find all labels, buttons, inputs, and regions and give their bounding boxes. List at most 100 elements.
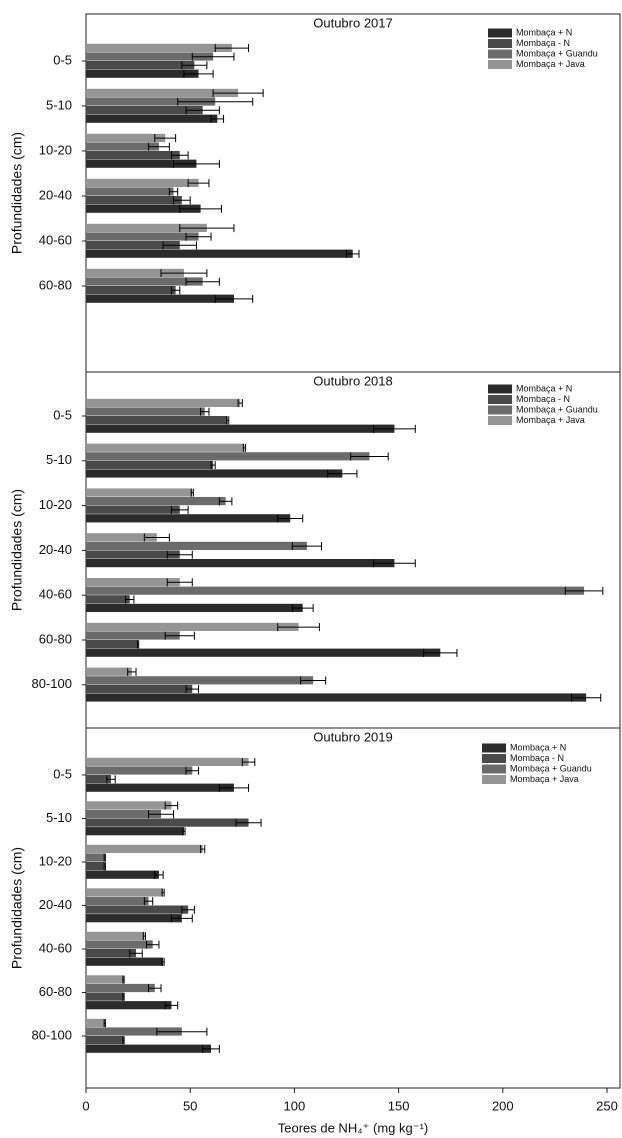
y-axis-label: Profundidades (cm) bbox=[9, 132, 25, 254]
legend-swatch bbox=[488, 60, 512, 69]
category-label: 20-40 bbox=[39, 897, 72, 912]
legend-label: Mombaça + Java bbox=[516, 415, 585, 425]
category-label: 40-60 bbox=[39, 232, 72, 247]
error-bar bbox=[145, 940, 160, 949]
legend-swatch bbox=[488, 384, 512, 394]
error-bar bbox=[103, 862, 106, 871]
legend-label: Mombaça + Guandu bbox=[516, 404, 598, 414]
error-bar bbox=[210, 461, 216, 470]
category-label: 5-10 bbox=[46, 97, 72, 112]
error-bar bbox=[191, 52, 235, 61]
x-tick-label: 250 bbox=[596, 1098, 618, 1113]
error-bar bbox=[170, 151, 189, 160]
bar bbox=[86, 940, 153, 949]
bar bbox=[86, 896, 149, 906]
bar bbox=[86, 159, 197, 168]
category-label: 10-20 bbox=[39, 142, 72, 157]
bar bbox=[86, 97, 216, 106]
bar bbox=[86, 541, 307, 550]
error-bar bbox=[161, 888, 165, 897]
x-tick-label: 100 bbox=[284, 1098, 306, 1113]
bar bbox=[86, 667, 132, 676]
legend-swatch bbox=[482, 764, 506, 774]
error-bar bbox=[185, 106, 220, 115]
bar bbox=[86, 52, 214, 61]
error-bar bbox=[423, 648, 458, 657]
bar bbox=[86, 757, 249, 766]
legend-label: Mombaça - N bbox=[516, 394, 570, 404]
bar bbox=[86, 870, 159, 879]
bar bbox=[86, 196, 182, 205]
category-label: 40-60 bbox=[39, 587, 72, 602]
category-label: 0-5 bbox=[53, 52, 72, 67]
bar bbox=[86, 178, 199, 187]
bar bbox=[86, 992, 124, 1001]
legend-label: Mombaça + Guandu bbox=[516, 48, 598, 58]
error-bar bbox=[170, 286, 181, 295]
bar bbox=[86, 114, 218, 123]
error-bar bbox=[183, 69, 214, 78]
error-bar bbox=[185, 766, 200, 775]
error-bar bbox=[241, 758, 256, 767]
panel-title: Outubro 2018 bbox=[313, 373, 393, 388]
error-bar bbox=[148, 984, 162, 993]
bar bbox=[86, 888, 164, 897]
bar bbox=[86, 983, 155, 993]
error-bar bbox=[564, 586, 604, 595]
bar bbox=[86, 631, 180, 640]
error-bar bbox=[327, 469, 358, 478]
bar bbox=[86, 905, 189, 914]
error-bar bbox=[143, 897, 154, 906]
error-bar bbox=[164, 801, 179, 810]
bar bbox=[86, 818, 249, 827]
category-label: 20-40 bbox=[39, 542, 72, 557]
legend-swatch bbox=[482, 754, 506, 763]
error-bar bbox=[185, 232, 212, 241]
bar bbox=[86, 223, 207, 232]
x-tick-label: 0 bbox=[82, 1098, 89, 1113]
bar bbox=[86, 488, 193, 497]
bar bbox=[86, 1027, 182, 1036]
error-bar bbox=[179, 204, 222, 213]
error-bar bbox=[214, 44, 250, 53]
legend-swatch bbox=[488, 416, 512, 425]
bar bbox=[86, 277, 203, 286]
category-label: 5-10 bbox=[46, 452, 72, 467]
category-label: 10-20 bbox=[39, 497, 72, 512]
error-bar bbox=[164, 1001, 179, 1010]
bar bbox=[86, 407, 205, 416]
legend-swatch bbox=[488, 395, 512, 404]
bar bbox=[86, 957, 164, 966]
error-bar bbox=[181, 61, 208, 70]
error-bar bbox=[226, 416, 230, 425]
bar bbox=[86, 676, 314, 685]
error-bar bbox=[166, 578, 193, 587]
bar bbox=[86, 187, 174, 196]
error-bar bbox=[122, 975, 125, 984]
error-bar bbox=[164, 631, 195, 640]
error-bar bbox=[300, 676, 327, 685]
bar bbox=[86, 693, 587, 702]
error-bar bbox=[177, 97, 254, 106]
legend-swatch bbox=[488, 49, 512, 59]
bar bbox=[86, 827, 184, 836]
bar bbox=[86, 497, 226, 506]
bar bbox=[86, 142, 159, 151]
x-tick-label: 200 bbox=[492, 1098, 514, 1113]
bar bbox=[86, 578, 180, 587]
bar bbox=[86, 460, 214, 469]
error-bar bbox=[142, 932, 146, 941]
bar bbox=[86, 249, 353, 258]
category-label: 60-80 bbox=[39, 984, 72, 999]
error-bar bbox=[160, 269, 208, 278]
error-bar bbox=[200, 407, 210, 416]
category-label: 80-100 bbox=[32, 676, 72, 691]
bar bbox=[86, 133, 166, 142]
error-bar bbox=[218, 497, 233, 506]
error-bar bbox=[162, 241, 197, 250]
bar bbox=[86, 914, 182, 923]
error-bar bbox=[103, 1019, 106, 1028]
bar bbox=[86, 559, 395, 568]
legend-label: Mombaça + Guandu bbox=[510, 763, 592, 773]
